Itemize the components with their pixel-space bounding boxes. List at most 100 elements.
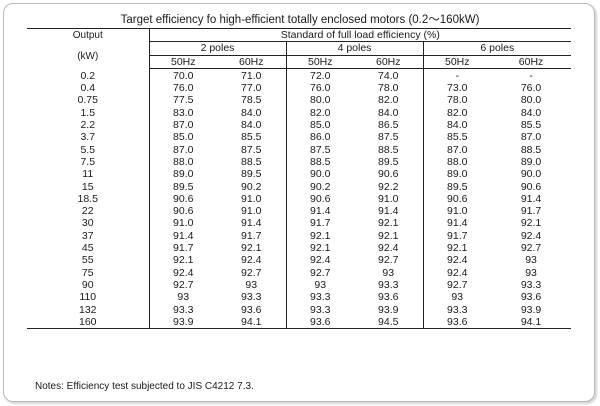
efficiency-cell: 93.3 bbox=[285, 291, 354, 304]
efficiency-cell: 93.3 bbox=[378, 278, 399, 291]
efficiency-cell: 90.6 bbox=[148, 205, 217, 218]
efficiency-cell: 77.0 bbox=[241, 82, 262, 95]
efficiency-cell: 91.7 bbox=[148, 242, 217, 255]
efficiency-cell: 92.4 bbox=[148, 266, 217, 279]
efficiency-cell: 82.0 bbox=[285, 106, 354, 120]
efficiency-cell: - bbox=[422, 68, 491, 83]
efficiency-cell: 90.6 bbox=[422, 192, 491, 206]
table-row: 1.5 83.0 84.0 82.0 84.0 82.0 84.0 bbox=[27, 106, 571, 120]
efficiency-cell: 73.0 bbox=[422, 82, 491, 95]
efficiency-cell: 93 bbox=[382, 266, 395, 279]
efficiency-cell: 72.0 bbox=[285, 68, 354, 83]
efficiency-cell: 86.0 bbox=[285, 131, 354, 144]
efficiency-cell: - bbox=[529, 69, 533, 82]
efficiency-cell: 87.5 bbox=[241, 143, 262, 156]
efficiency-cell: 93.6 bbox=[520, 291, 542, 304]
output-header-label: Output bbox=[72, 30, 103, 41]
efficiency-cell: 92.4 bbox=[378, 242, 399, 255]
efficiency-cell: 87.0 bbox=[520, 131, 542, 144]
poles-header-2: 2 poles bbox=[148, 41, 286, 56]
efficiency-cell: 89.5 bbox=[422, 180, 491, 193]
efficiency-cell: 91.7 bbox=[422, 229, 491, 243]
output-cell: 18.5 bbox=[77, 192, 98, 205]
efficiency-cell: 92.7 bbox=[520, 242, 542, 255]
efficiency-cell: 78.0 bbox=[378, 82, 399, 95]
efficiency-cell: 85.5 bbox=[422, 131, 491, 144]
efficiency-cell: 83.0 bbox=[148, 106, 217, 120]
output-cell: 2.2 bbox=[80, 119, 96, 132]
table-row: 7.5 88.0 88.5 88.5 89.5 88.0 89.0 bbox=[27, 155, 571, 169]
efficiency-cell: 84.0 bbox=[520, 106, 542, 119]
output-cell: 55 bbox=[81, 254, 94, 267]
efficiency-cell: 91.7 bbox=[241, 229, 262, 242]
output-cell: 45 bbox=[81, 242, 94, 255]
efficiency-cell: 82.0 bbox=[378, 94, 399, 107]
efficiency-cell: 92.1 bbox=[378, 229, 399, 242]
efficiency-cell: 93.6 bbox=[378, 291, 399, 304]
efficiency-cell: 91.0 bbox=[148, 217, 217, 230]
efficiency-cell: 92.7 bbox=[378, 254, 399, 267]
efficiency-cell: 91.0 bbox=[241, 205, 262, 218]
poles-header-6: 6 poles bbox=[422, 41, 572, 56]
efficiency-cell: 91.4 bbox=[241, 217, 262, 230]
output-cell: 75 bbox=[81, 266, 94, 279]
efficiency-cell: 90.0 bbox=[285, 168, 354, 181]
efficiency-cell: 84.0 bbox=[378, 106, 399, 119]
table-row: 110 93 93.3 93.3 93.6 93 93.6 bbox=[27, 291, 571, 304]
efficiency-cell: 91.4 bbox=[148, 229, 217, 243]
efficiency-cell: 92.1 bbox=[285, 242, 354, 255]
efficiency-cell: 93.6 bbox=[241, 303, 262, 316]
efficiency-cell: 70.0 bbox=[148, 68, 217, 83]
efficiency-cell: 93.3 bbox=[422, 303, 491, 316]
efficiency-cell: 91.4 bbox=[422, 217, 491, 230]
table-row: 3.7 85.0 85.5 86.0 87.5 85.5 87.0 bbox=[27, 131, 571, 144]
efficiency-cell: 90.2 bbox=[241, 180, 262, 193]
efficiency-cell: 90.0 bbox=[520, 168, 542, 181]
output-cell: 0.75 bbox=[77, 94, 98, 107]
efficiency-cell: 85.0 bbox=[148, 131, 217, 144]
efficiency-cell: 93 bbox=[422, 291, 491, 304]
efficiency-cell: 89.5 bbox=[241, 168, 262, 181]
efficiency-cell: 77.5 bbox=[148, 94, 217, 107]
efficiency-cell: 94.1 bbox=[217, 315, 286, 330]
efficiency-cell: 88.5 bbox=[520, 143, 542, 156]
efficiency-cell: 78.0 bbox=[422, 94, 491, 107]
output-cell: 0.2 bbox=[80, 69, 96, 82]
efficiency-cell: 91.4 bbox=[378, 205, 399, 218]
table-row: 18.5 90.6 91.0 90.6 91.0 90.6 91.4 bbox=[27, 192, 571, 206]
efficiency-cell: 80.0 bbox=[520, 94, 542, 107]
output-cell: 160 bbox=[27, 315, 149, 330]
efficiency-cell: 93.3 bbox=[148, 303, 217, 316]
efficiency-cell: 92.4 bbox=[520, 229, 542, 242]
poles-header-4: 4 poles bbox=[285, 41, 423, 56]
efficiency-cell: 94.1 bbox=[491, 315, 572, 330]
table-row: 5.5 87.0 87.5 87.5 88.5 87.0 88.5 bbox=[27, 143, 571, 156]
efficiency-cell: 92.1 bbox=[520, 217, 542, 230]
table-row: 30 91.0 91.4 91.7 92.1 91.4 92.1 bbox=[27, 217, 571, 230]
efficiency-cell: 92.7 bbox=[422, 278, 491, 292]
efficiency-cell: 93.9 bbox=[520, 303, 542, 316]
output-cell: 5.5 bbox=[80, 143, 96, 156]
output-cell: 3.7 bbox=[80, 131, 96, 144]
efficiency-cell: 90.6 bbox=[285, 192, 354, 206]
efficiency-cell: 85.5 bbox=[241, 131, 262, 144]
efficiency-cell: 87.5 bbox=[285, 143, 354, 156]
output-cell: 90 bbox=[81, 278, 94, 291]
efficiency-cell: 93.9 bbox=[378, 303, 399, 316]
efficiency-cell: 88.5 bbox=[241, 155, 262, 168]
efficiency-cell: 93 bbox=[525, 266, 537, 279]
efficiency-cell: 90.6 bbox=[520, 180, 542, 193]
efficiency-cell: 91.0 bbox=[241, 192, 262, 205]
table-row: 160 93.9 94.1 93.6 94.5 93.6 94.1 bbox=[27, 315, 572, 330]
efficiency-cell: 84.0 bbox=[422, 119, 491, 132]
efficiency-cell: 87.5 bbox=[378, 131, 399, 144]
efficiency-cell: 82.0 bbox=[422, 106, 491, 120]
efficiency-cell: 93.6 bbox=[422, 315, 491, 330]
efficiency-cell: 93 bbox=[148, 291, 217, 304]
efficiency-cell: 88.5 bbox=[378, 143, 399, 156]
output-cell: 7.5 bbox=[80, 155, 96, 168]
efficiency-cell: 89.5 bbox=[148, 180, 217, 193]
freq-header: 50Hz bbox=[148, 54, 217, 69]
table-row: 37 91.4 91.7 92.1 92.1 91.7 92.4 bbox=[27, 229, 571, 243]
output-cell: 110 bbox=[79, 291, 97, 304]
